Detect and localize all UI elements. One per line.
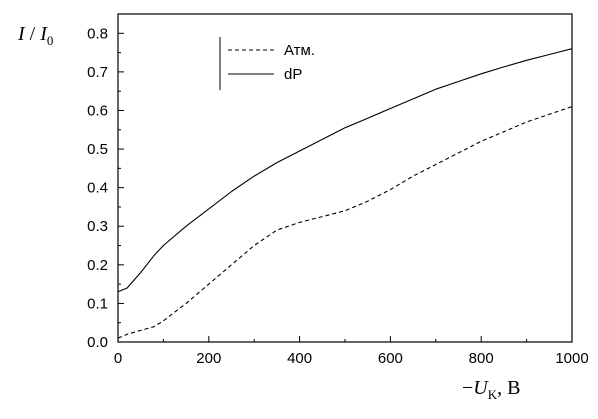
y-tick-label: 0.3 [87,218,108,235]
plot-frame [117,13,573,343]
y-axis-title: I / I0 [17,23,53,48]
x-tick-label: 600 [378,350,403,367]
legend: Атм. dP [219,37,315,90]
y-tick-label: 0.0 [87,334,108,351]
y-tick-label: 0.5 [87,141,108,158]
y-tick-label: 0.1 [87,295,108,312]
y-tick-label: 0.8 [87,25,108,42]
labels: I / I0 −UK, B [17,23,520,402]
y-tick-label: 0.4 [87,180,108,197]
x-tick-label: 0 [114,350,122,367]
series-line-1 [117,106,573,339]
axes: 0 200 400 600 800 1000 0.0 0.1 0.2 0.3 0.4 0.5 0.6 0.… [87,13,589,367]
y-tick-label: 0.7 [87,64,108,81]
series-layer [117,48,573,339]
x-tick-label: 200 [196,350,221,367]
x-tick-label: 1000 [555,350,588,367]
x-axis-title: −UK, B [462,377,520,402]
x-tick-label: 400 [287,350,312,367]
x-tick-label: 800 [469,350,494,367]
y-tick-label: 0.2 [87,257,108,274]
y-tick-label: 0.6 [87,102,108,119]
legend-label-1: Атм. [284,42,315,59]
series-line-2 [117,48,573,293]
legend-label-2: dP [284,66,302,83]
